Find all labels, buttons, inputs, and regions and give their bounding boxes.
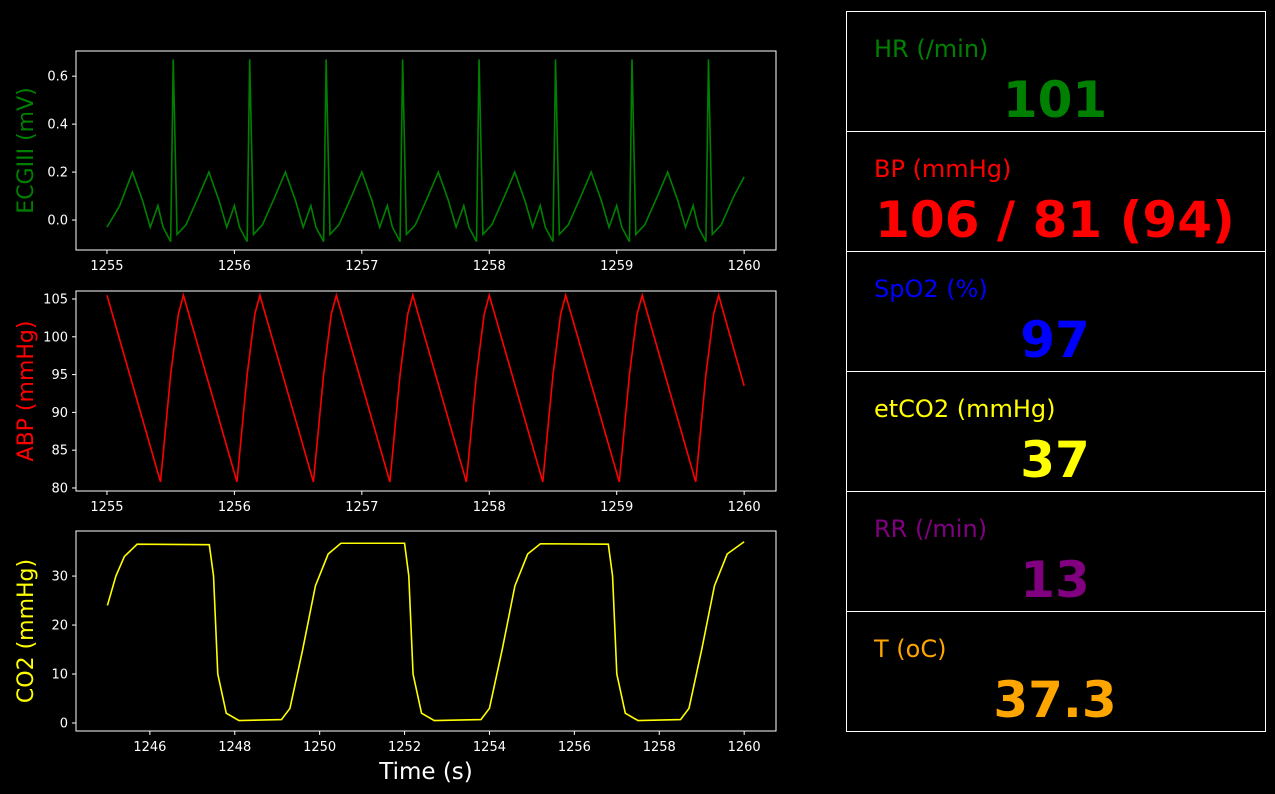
x-tick-label: 1250 [303, 740, 336, 755]
y-axis-label: ABP (mmHg) [14, 321, 39, 462]
y-tick-label: 30 [51, 570, 68, 585]
y-tick-label: 0.6 [47, 70, 68, 85]
vital-box [846, 131, 1266, 252]
x-tick-label: 1259 [600, 259, 633, 274]
waveform [106, 292, 745, 483]
x-tick-label: 1252 [388, 740, 421, 755]
vital-box [846, 11, 1266, 132]
x-tick-label: 1248 [218, 740, 251, 755]
x-tick-label: 1246 [133, 740, 166, 755]
vital-value: 101 [1003, 71, 1107, 129]
vital-label: HR (/min) [874, 35, 988, 63]
waveform [106, 59, 745, 242]
vital-value: 37.3 [993, 671, 1116, 729]
x-tick-label: 1258 [473, 500, 506, 515]
vital-label: BP (mmHg) [874, 155, 1011, 183]
x-tick-label: 1256 [218, 259, 251, 274]
x-tick-label: 1257 [345, 259, 378, 274]
x-tick-label: 1258 [643, 740, 676, 755]
y-tick-label: 100 [43, 330, 68, 345]
vital-label: SpO2 (%) [874, 275, 988, 303]
x-tick-label: 1255 [90, 500, 123, 515]
x-tick-label: 1259 [600, 500, 633, 515]
y-tick-label: 0.2 [47, 166, 68, 181]
y-tick-label: 0 [60, 717, 68, 732]
y-tick-label: 85 [51, 444, 68, 459]
vital-box [846, 491, 1266, 612]
x-tick-label: 1254 [473, 740, 506, 755]
waveform [106, 541, 745, 722]
y-tick-label: 95 [51, 368, 68, 383]
plot-frame [75, 530, 777, 732]
y-tick-label: 20 [51, 619, 68, 634]
x-axis-label: Time (s) [378, 759, 473, 785]
x-tick-label: 1258 [473, 259, 506, 274]
x-tick-label: 1256 [218, 500, 251, 515]
y-tick-label: 90 [51, 406, 68, 421]
vital-value: 13 [1020, 551, 1090, 609]
y-axis-label: ECGIII (mV) [14, 87, 39, 213]
plot-frame [75, 290, 777, 492]
vital-value: 97 [1020, 311, 1090, 369]
y-tick-label: 0.4 [47, 118, 68, 133]
vital-box [846, 611, 1266, 732]
y-tick-label: 10 [51, 668, 68, 683]
y-tick-label: 0.0 [47, 214, 68, 229]
x-tick-label: 1257 [345, 500, 378, 515]
x-tick-label: 1255 [90, 259, 123, 274]
x-tick-label: 1260 [728, 740, 761, 755]
vital-label: etCO2 (mmHg) [874, 395, 1056, 423]
vital-label: T (oC) [873, 635, 946, 663]
vital-label: RR (/min) [874, 515, 987, 543]
vital-box [846, 371, 1266, 492]
x-tick-label: 1256 [558, 740, 591, 755]
y-axis-label: CO2 (mmHg) [14, 559, 39, 703]
x-tick-label: 1260 [728, 259, 761, 274]
vital-value: 37 [1020, 431, 1090, 489]
plot-frame [75, 50, 777, 251]
vital-value: 106 / 81 (94) [875, 191, 1235, 249]
y-tick-label: 105 [43, 293, 68, 308]
y-tick-label: 80 [51, 481, 68, 496]
x-tick-label: 1260 [728, 500, 761, 515]
